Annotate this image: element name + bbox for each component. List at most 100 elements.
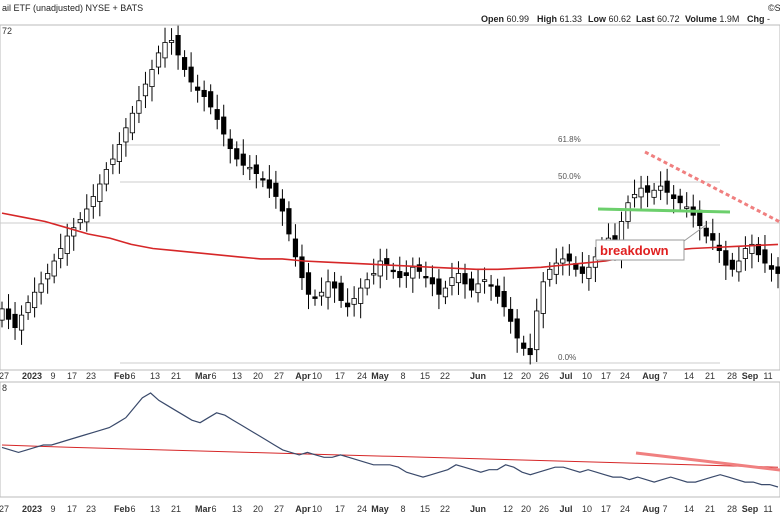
candle-body xyxy=(671,194,677,199)
candle-body xyxy=(742,248,748,259)
candle-body xyxy=(390,269,396,273)
candle-body xyxy=(553,262,559,275)
downtrend-line xyxy=(644,150,780,224)
indicator-panel: 8 xyxy=(0,381,780,498)
candle-body xyxy=(371,273,377,276)
candle-body xyxy=(129,112,136,134)
candle-body xyxy=(749,243,755,254)
candle-body xyxy=(436,278,442,295)
candle-body xyxy=(77,218,83,224)
ohlc-chg: Chg - xyxy=(747,14,770,24)
candle-body xyxy=(547,268,553,280)
x-tick-label: 7 xyxy=(662,504,667,514)
candle-body xyxy=(579,266,585,274)
candle-body xyxy=(71,227,77,237)
candle-body xyxy=(638,187,644,198)
candle-body xyxy=(155,52,162,68)
x-tick-label: 6 xyxy=(130,504,135,514)
x-tick-label: 17 xyxy=(335,504,345,514)
candle-body xyxy=(149,69,155,88)
candle-body xyxy=(664,180,670,193)
x-tick-label: Mar xyxy=(195,504,212,514)
candle-body xyxy=(214,109,220,120)
x-tick-label: 15 xyxy=(420,371,430,381)
x-tick-label: Jun xyxy=(470,371,486,381)
x-tick-label: 12 xyxy=(503,371,513,381)
x-tick-label: Feb xyxy=(114,371,131,381)
candle-body xyxy=(142,83,149,97)
price-panel: 72 61.8% 50.0% 0.0% breakdown xyxy=(0,24,780,371)
x-tick-label: 11 xyxy=(763,504,772,514)
candle-body xyxy=(455,273,462,284)
x-tick-label: 15 xyxy=(420,504,430,514)
candle-body xyxy=(116,144,122,162)
x-tick-label: 27 xyxy=(274,371,284,381)
candle-body xyxy=(136,100,142,114)
candle-body xyxy=(195,86,201,91)
x-tick-label: 6 xyxy=(211,371,216,381)
candle-body xyxy=(273,182,279,197)
x-tick-label: 17 xyxy=(335,371,345,381)
candle-body xyxy=(58,248,64,259)
ohlc-open: Open 60.99 xyxy=(481,14,529,24)
candle-body xyxy=(51,260,57,277)
candle-body xyxy=(292,238,299,258)
x-tick-label: Feb xyxy=(114,504,131,514)
candle-body xyxy=(501,291,507,308)
candle-body xyxy=(299,256,305,279)
x-tick-label: 20 xyxy=(253,371,263,381)
x-tick-label: 21 xyxy=(705,504,715,514)
candle-body xyxy=(442,287,449,298)
x-tick-label: 13 xyxy=(232,371,242,381)
candle-body xyxy=(305,272,312,295)
x-tick-label: Sep xyxy=(742,504,759,514)
candle-body xyxy=(508,308,514,322)
candle-body xyxy=(677,195,683,204)
x-tick-label: 21 xyxy=(705,371,715,381)
indicator-panel-label: 8 xyxy=(2,383,7,393)
candle-body xyxy=(684,206,690,209)
x-tick-label: 27 xyxy=(0,504,9,514)
x-tick-label: 26 xyxy=(539,371,549,381)
x-tick-label: Apr xyxy=(295,504,311,514)
candle-body xyxy=(449,277,455,286)
candle-body xyxy=(514,318,520,339)
x-tick-label: 14 xyxy=(684,504,694,514)
candle-body xyxy=(586,266,592,279)
candle-body xyxy=(188,66,194,83)
candle-body xyxy=(755,243,762,256)
candle-body xyxy=(123,127,129,143)
indicator-ma-line xyxy=(1,444,779,468)
x-tick-label: Jul xyxy=(559,371,572,381)
x-tick-label: 8 xyxy=(400,371,405,381)
ohlc-last: Last 60.72 xyxy=(636,14,680,24)
candle-body xyxy=(468,278,475,291)
annotation-box xyxy=(595,239,685,261)
x-tick-label: 7 xyxy=(662,371,667,381)
candle-body xyxy=(364,279,370,289)
x-tick-label: 22 xyxy=(440,371,450,381)
candle-body xyxy=(181,57,188,70)
ohlc-readout: Open 60.99 High 61.33 Low 60.62 Last 60.72 V… xyxy=(481,14,770,24)
candle-body xyxy=(260,178,266,181)
x-tick-label: 26 xyxy=(539,504,549,514)
x-tick-label: 2023 xyxy=(22,371,42,381)
candle-body xyxy=(527,348,533,356)
candle-body xyxy=(481,279,488,282)
candle-body xyxy=(475,283,481,294)
candle-body xyxy=(253,164,259,175)
x-tick-label: 27 xyxy=(274,504,284,514)
price-panel-label: 72 xyxy=(2,26,12,36)
candle-body xyxy=(5,308,12,320)
x-tick-label: 17 xyxy=(67,371,77,381)
candle-body xyxy=(325,281,331,298)
x-tick-label: 24 xyxy=(357,504,367,514)
candle-body xyxy=(227,138,233,150)
x-tick-label: 22 xyxy=(440,504,450,514)
candle-body xyxy=(416,264,422,272)
chart-title: ail ETF (unadjusted) NYSE + BATS xyxy=(2,3,143,13)
candle-body xyxy=(762,249,768,264)
x-tick-label: 10 xyxy=(312,371,322,381)
x-tick-label: 17 xyxy=(67,504,77,514)
candle-body xyxy=(377,260,383,277)
